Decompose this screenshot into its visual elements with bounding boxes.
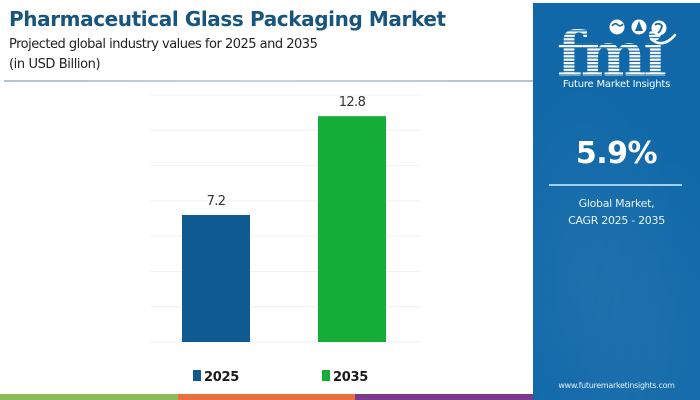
footer-stripe-orange: [178, 394, 355, 400]
panel-divider: [549, 184, 682, 186]
data-label-2035: 12.8: [339, 95, 366, 110]
chart-header: Pharmaceutical Glass Packaging Market Pr…: [0, 0, 533, 80]
bar-2025: [182, 214, 250, 342]
bar-2035: [318, 116, 386, 343]
data-label-2025: 7.2: [207, 194, 226, 209]
chart-subtitle: Projected global industry values for 202…: [9, 37, 318, 52]
bar-chart: 7.2 12.8 2025 2035: [150, 94, 420, 385]
legend-swatch-2035: [322, 370, 330, 381]
legend: 2025 2035: [193, 370, 369, 385]
bars: [182, 116, 386, 343]
cagr-label-line2: CAGR 2025 - 2035: [568, 214, 665, 227]
unit-label: (in USD Billion): [9, 57, 101, 72]
cagr-label: Global Market, CAGR 2025 - 2035: [533, 195, 700, 229]
legend-label-2035: 2035: [333, 370, 368, 385]
cagr-label-line1: Global Market,: [578, 197, 655, 210]
footer-stripe-green: [0, 394, 178, 400]
header-divider: [4, 80, 533, 82]
legend-swatch-2025: [193, 370, 201, 381]
globe-icon: [609, 19, 625, 35]
chart-title: Pharmaceutical Glass Packaging Market: [9, 7, 446, 31]
cagr-value: 5.9%: [575, 136, 658, 171]
data-labels: 7.2 12.8: [207, 95, 367, 209]
legend-label-2025: 2025: [204, 370, 239, 385]
summary-panel: fmi Future Market Insights 5.9% Global M…: [533, 3, 700, 400]
footer-stripe-purple: [355, 394, 533, 400]
fmi-logo-icon: fmi: [555, 11, 680, 91]
website-link[interactable]: www.futuremarketinsights.com: [558, 381, 675, 390]
brand-name: Future Market Insights: [562, 79, 671, 90]
